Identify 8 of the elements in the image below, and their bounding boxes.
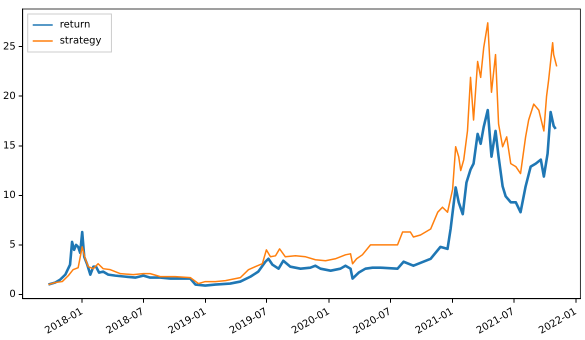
legend-label: return	[60, 20, 90, 31]
y-tick-label: 5	[9, 239, 16, 250]
y-tick-label: 25	[2, 41, 16, 52]
legend-label: strategy	[60, 36, 102, 47]
y-tick-label: 10	[2, 190, 16, 201]
y-tick-label: 0	[9, 289, 16, 300]
y-tick-label: 15	[2, 140, 16, 152]
y-tick-label: 20	[2, 90, 16, 102]
